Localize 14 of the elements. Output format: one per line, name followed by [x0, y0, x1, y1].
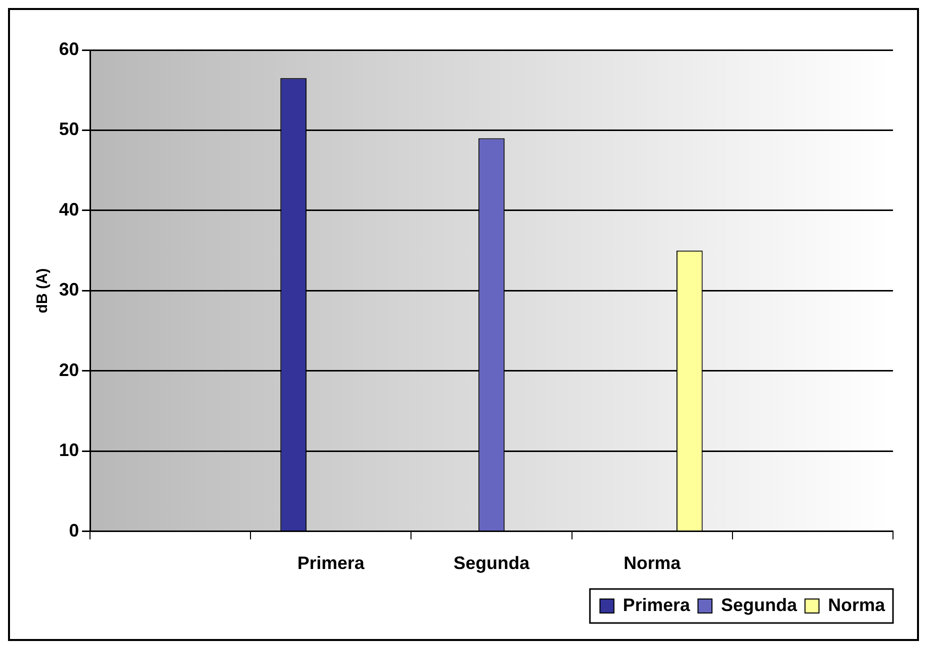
y-tick-label: 40	[58, 199, 80, 220]
x-tick-label: Segunda	[454, 553, 530, 574]
legend-label: Norma	[828, 594, 886, 615]
y-tick-label: 20	[58, 360, 80, 380]
y-tick-label: 50	[58, 119, 80, 140]
legend-label: Segunda	[720, 594, 798, 615]
x-tick-label: Primera	[297, 553, 366, 574]
y-tick-label: 60	[58, 38, 80, 59]
y-axis-title: dB (A)	[34, 268, 52, 314]
x-tick-label: Norma	[624, 553, 682, 574]
y-tick-label: 0	[69, 520, 80, 540]
y-tick-label: 30	[58, 280, 80, 300]
y-tick-label: 10	[58, 440, 80, 460]
legend-label: Primera	[622, 594, 691, 615]
